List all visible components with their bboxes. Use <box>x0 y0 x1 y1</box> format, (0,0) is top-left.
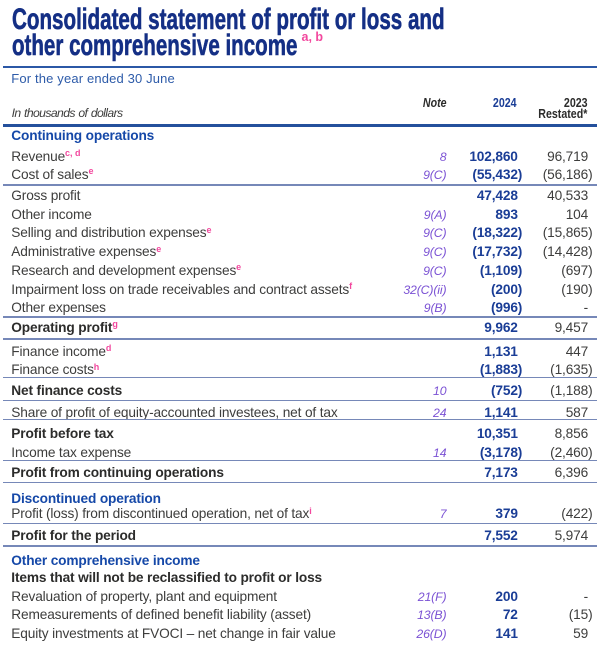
svg-text:other comprehensive income: other comprehensive income <box>12 29 297 62</box>
svg-text:Consolidated statement of prof: Consolidated statement of profit or loss… <box>12 3 445 36</box>
